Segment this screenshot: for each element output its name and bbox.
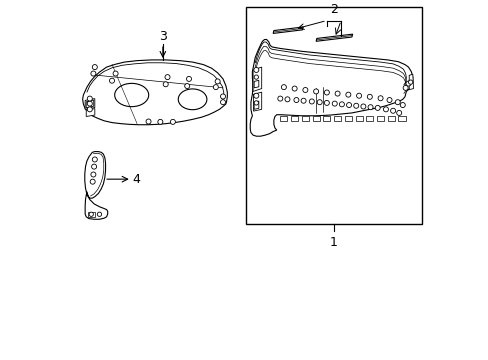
- Polygon shape: [280, 116, 287, 121]
- Circle shape: [91, 71, 96, 76]
- Circle shape: [253, 93, 258, 98]
- Text: 4: 4: [133, 173, 141, 186]
- Circle shape: [164, 75, 170, 80]
- Circle shape: [400, 103, 405, 108]
- Circle shape: [109, 78, 114, 83]
- Polygon shape: [250, 40, 412, 136]
- Circle shape: [405, 81, 410, 86]
- Circle shape: [87, 101, 92, 106]
- Polygon shape: [85, 99, 95, 109]
- Bar: [246, 7, 421, 224]
- Polygon shape: [312, 116, 319, 121]
- Polygon shape: [333, 116, 341, 121]
- Polygon shape: [254, 101, 258, 109]
- Circle shape: [386, 98, 391, 103]
- Circle shape: [215, 79, 220, 84]
- Polygon shape: [86, 100, 94, 108]
- Polygon shape: [366, 116, 373, 121]
- Circle shape: [390, 108, 395, 113]
- Circle shape: [97, 212, 102, 216]
- Circle shape: [281, 85, 286, 90]
- Polygon shape: [82, 60, 227, 125]
- Circle shape: [324, 100, 329, 105]
- Polygon shape: [315, 34, 352, 41]
- Circle shape: [356, 93, 361, 98]
- Circle shape: [313, 89, 318, 94]
- Circle shape: [353, 103, 358, 108]
- Text: 1: 1: [329, 237, 337, 249]
- Circle shape: [92, 157, 97, 162]
- Circle shape: [87, 107, 92, 112]
- Polygon shape: [273, 27, 303, 33]
- Circle shape: [220, 100, 225, 105]
- Circle shape: [324, 90, 329, 95]
- Polygon shape: [323, 116, 330, 121]
- Circle shape: [163, 82, 168, 87]
- Polygon shape: [398, 116, 405, 121]
- Text: 2: 2: [329, 3, 337, 16]
- Circle shape: [360, 104, 365, 109]
- Text: 3: 3: [159, 30, 166, 43]
- Circle shape: [345, 92, 350, 97]
- Circle shape: [253, 67, 258, 72]
- Circle shape: [285, 97, 289, 102]
- Polygon shape: [254, 80, 258, 88]
- Circle shape: [377, 96, 382, 101]
- Circle shape: [346, 103, 351, 108]
- Circle shape: [170, 120, 175, 124]
- Polygon shape: [387, 116, 394, 121]
- Circle shape: [92, 64, 97, 69]
- Circle shape: [254, 101, 258, 105]
- Circle shape: [146, 119, 151, 124]
- Polygon shape: [84, 152, 107, 219]
- Polygon shape: [301, 116, 308, 121]
- Circle shape: [374, 105, 380, 111]
- Circle shape: [220, 94, 225, 99]
- Circle shape: [158, 120, 163, 124]
- Polygon shape: [253, 67, 261, 91]
- Circle shape: [87, 96, 92, 101]
- Circle shape: [90, 179, 95, 184]
- Circle shape: [366, 94, 371, 99]
- Circle shape: [331, 101, 337, 106]
- Circle shape: [317, 100, 322, 105]
- Polygon shape: [253, 92, 261, 111]
- Polygon shape: [376, 116, 384, 121]
- Circle shape: [402, 85, 407, 90]
- Circle shape: [301, 98, 305, 103]
- Circle shape: [89, 212, 93, 216]
- Circle shape: [213, 85, 218, 90]
- Circle shape: [339, 102, 344, 107]
- Polygon shape: [355, 116, 362, 121]
- Circle shape: [277, 96, 282, 101]
- Circle shape: [91, 172, 96, 177]
- Polygon shape: [86, 109, 95, 117]
- Circle shape: [91, 164, 97, 169]
- Circle shape: [113, 71, 118, 76]
- Polygon shape: [408, 74, 413, 90]
- Circle shape: [302, 87, 307, 93]
- Circle shape: [396, 111, 401, 116]
- Circle shape: [394, 100, 400, 105]
- Polygon shape: [290, 116, 298, 121]
- Polygon shape: [344, 116, 351, 121]
- Ellipse shape: [178, 89, 206, 110]
- Circle shape: [186, 76, 191, 81]
- Circle shape: [184, 84, 189, 89]
- Circle shape: [293, 98, 298, 103]
- Circle shape: [254, 75, 258, 79]
- Polygon shape: [87, 212, 95, 217]
- Circle shape: [334, 91, 340, 96]
- Circle shape: [309, 99, 314, 104]
- Circle shape: [383, 107, 387, 112]
- Circle shape: [407, 80, 412, 84]
- Circle shape: [291, 86, 297, 91]
- Ellipse shape: [115, 84, 148, 107]
- Circle shape: [367, 105, 372, 110]
